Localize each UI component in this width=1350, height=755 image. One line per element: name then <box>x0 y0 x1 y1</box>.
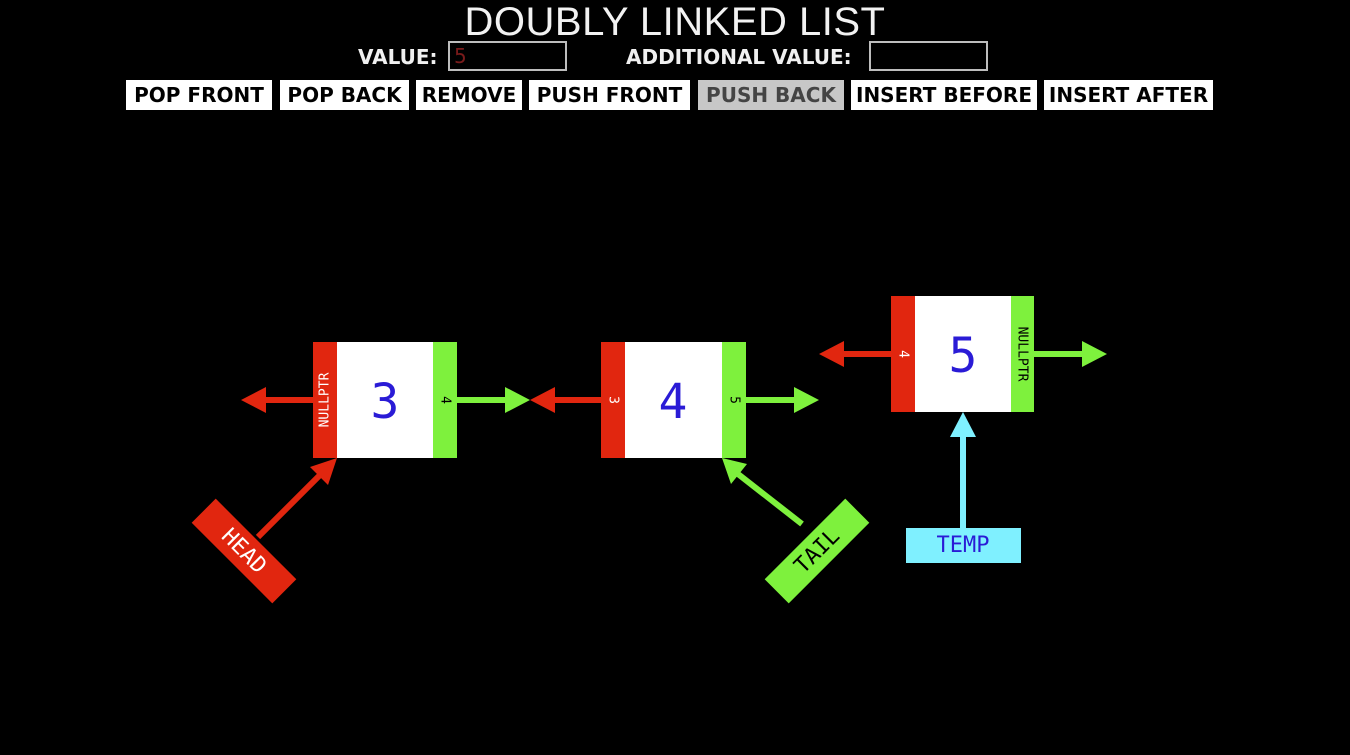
node-3-prev-arrow <box>819 341 891 367</box>
push-back-button[interactable]: PUSH BACK <box>698 80 844 110</box>
node-1-next-field <box>433 342 457 458</box>
page-title: DOUBLY LINKED LIST <box>464 0 886 44</box>
node-1-prev-arrow <box>241 387 313 413</box>
temp-label: TEMP <box>937 533 990 558</box>
insert-after-button[interactable]: INSERT AFTER <box>1044 80 1213 110</box>
node-2-next-label: 5 <box>727 396 742 404</box>
node-3-next-field <box>1011 296 1034 412</box>
pop-back-button[interactable]: POP BACK <box>280 80 409 110</box>
node-3-value: 5 <box>949 328 978 384</box>
pop-front-button[interactable]: POP FRONT <box>126 80 272 110</box>
node-2-next-field <box>722 342 746 458</box>
node-3-next-label: NULLPTR <box>1015 327 1030 382</box>
node-2: 4 3 5 <box>601 342 746 458</box>
push-front-button[interactable]: PUSH FRONT <box>529 80 690 110</box>
node-1-next-label: 4 <box>438 396 453 404</box>
additional-value-label: ADDITIONAL VALUE: <box>626 45 852 69</box>
remove-button[interactable]: REMOVE <box>416 80 522 110</box>
node-2-prev-field <box>601 342 625 458</box>
node-1-prev-field <box>313 342 337 458</box>
node-2-value: 4 <box>659 374 688 430</box>
head-pointer: HEAD <box>191 458 337 604</box>
node-3-next-arrow <box>1034 341 1107 367</box>
value-label: VALUE: <box>358 45 438 69</box>
node-2-prev-label: 3 <box>606 396 621 404</box>
node-3-prev-label: 4 <box>896 350 911 358</box>
additional-value-input[interactable] <box>869 41 988 71</box>
node-2-next-arrow <box>746 387 819 413</box>
node-1-prev-label: NULLPTR <box>318 372 333 427</box>
node-1: 3 NULLPTR 4 <box>313 342 457 458</box>
node-2-value-box <box>625 342 722 458</box>
node-3-prev-field <box>891 296 915 412</box>
node-1-next-arrow <box>457 387 530 413</box>
temp-pointer: TEMP <box>906 412 1021 563</box>
node-2-prev-arrow <box>530 387 601 413</box>
node-1-value-box <box>337 342 433 458</box>
node-3-value-box <box>915 296 1011 412</box>
node-1-value: 3 <box>371 374 400 430</box>
node-3: 5 4 NULLPTR <box>891 296 1034 412</box>
value-input[interactable]: 5 <box>448 41 567 71</box>
tail-pointer: TAIL <box>722 458 870 604</box>
insert-before-button[interactable]: INSERT BEFORE <box>851 80 1037 110</box>
